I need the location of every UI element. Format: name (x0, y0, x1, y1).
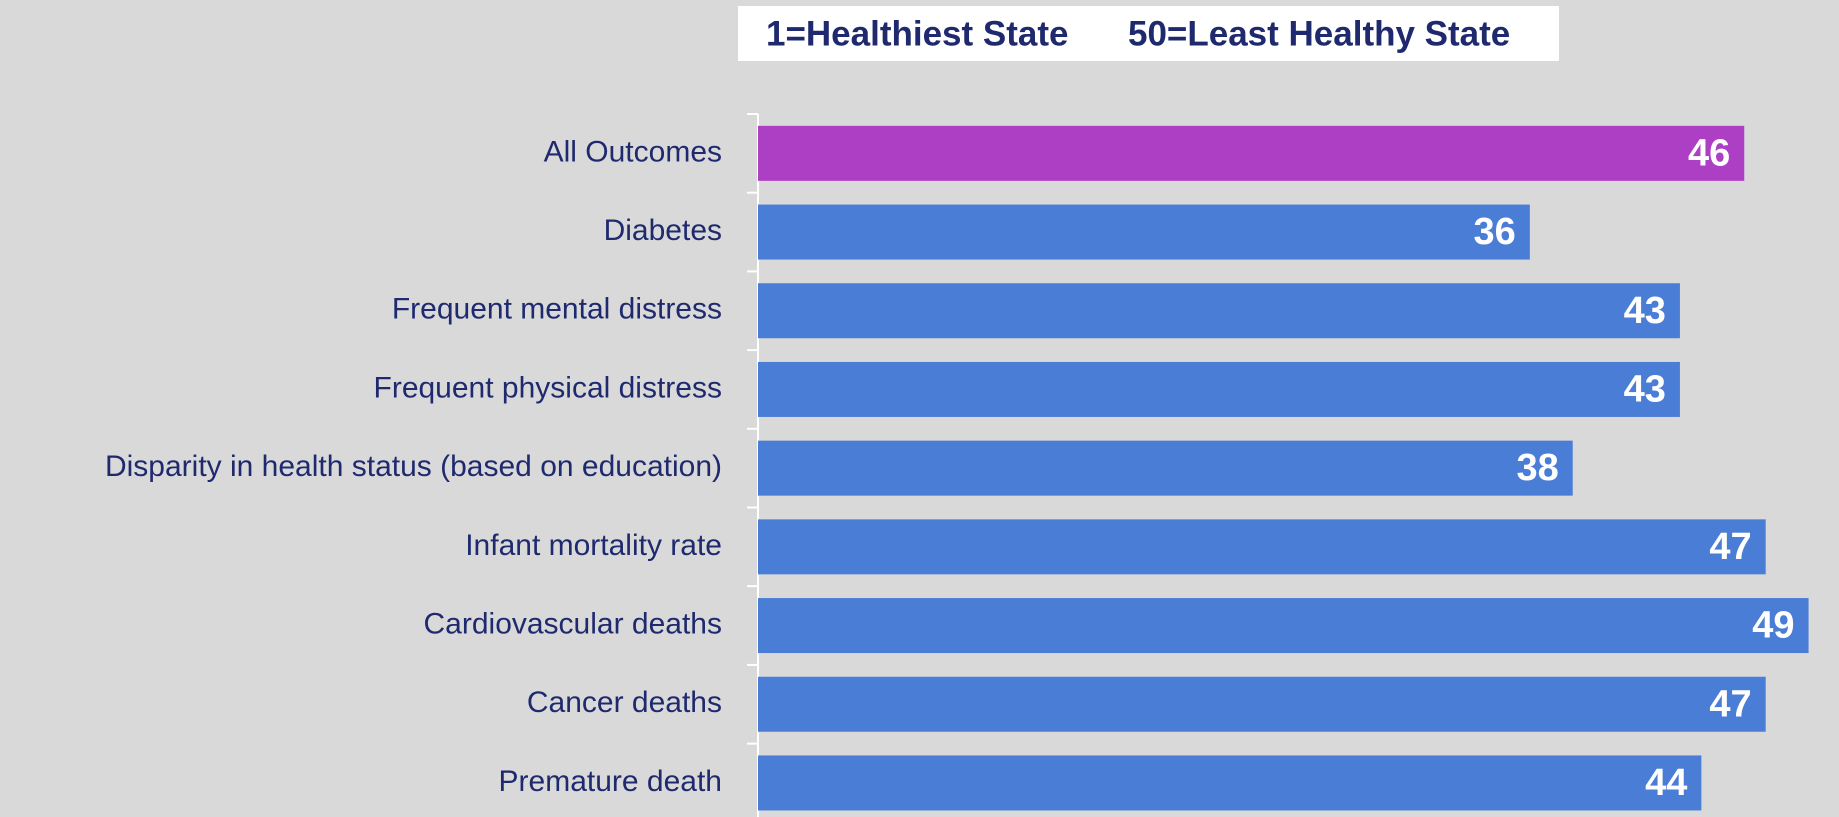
bar (758, 440, 1573, 496)
category-label: Premature death (499, 765, 722, 798)
bar (758, 598, 1809, 654)
category-label: Frequent mental distress (392, 293, 722, 326)
category-label: Diabetes (604, 214, 722, 247)
bar (758, 361, 1680, 417)
category-label: Cancer deaths (527, 686, 722, 719)
note-text: 50=Least Healthy State (1128, 14, 1510, 53)
category-label: Disparity in health status (based on edu… (105, 450, 722, 483)
bar (758, 519, 1766, 575)
category-label: All Outcomes (544, 135, 722, 168)
value-label: 36 (1474, 211, 1516, 253)
bar (758, 125, 1745, 181)
value-label: 47 (1709, 526, 1751, 568)
value-label: 44 (1645, 762, 1687, 804)
category-label: Cardiovascular deaths (424, 607, 723, 640)
value-label: 38 (1516, 447, 1558, 489)
value-label: 43 (1624, 290, 1666, 332)
value-label: 47 (1709, 683, 1751, 725)
bar (758, 204, 1530, 260)
category-label: Frequent physical distress (374, 371, 723, 404)
note-text: 1=Healthiest State (766, 14, 1069, 53)
bar (758, 283, 1680, 339)
value-label: 43 (1624, 368, 1666, 410)
value-label: 46 (1688, 132, 1730, 174)
category-label: Infant mortality rate (465, 529, 722, 562)
note-box (738, 6, 1559, 61)
bar (758, 676, 1766, 732)
value-label: 49 (1752, 605, 1794, 647)
bar (758, 755, 1702, 811)
